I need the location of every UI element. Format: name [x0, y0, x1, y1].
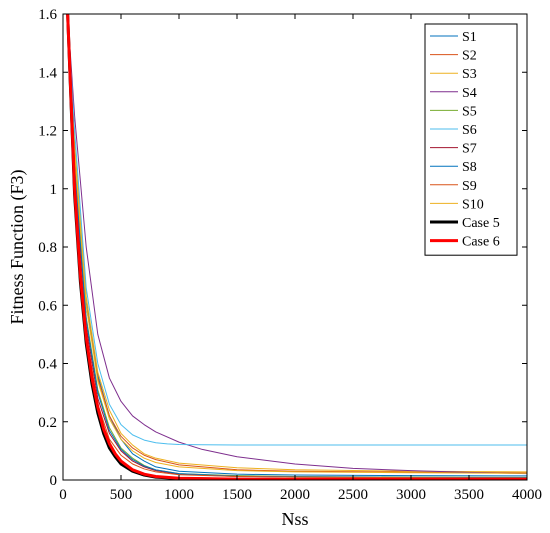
legend-label-s3: S3 [462, 67, 477, 82]
y-tick-label: 1.4 [38, 65, 57, 81]
series-line-case-6 [66, 14, 527, 480]
y-tick-label: 0 [50, 473, 58, 489]
x-axis-label: Nss [281, 509, 308, 529]
legend-label-s8: S8 [462, 160, 477, 175]
x-tick-label: 500 [110, 487, 133, 503]
legend-label-s4: S4 [462, 86, 477, 101]
legend-label-s6: S6 [462, 123, 477, 138]
x-tick-label: 2500 [338, 487, 368, 503]
x-tick-label: 3000 [396, 487, 426, 503]
legend-label-s1: S1 [462, 30, 477, 45]
x-tick-label: 1500 [222, 487, 252, 503]
x-tick-label: 4000 [512, 487, 542, 503]
legend-label-s2: S2 [462, 49, 477, 64]
y-tick-label: 1.2 [38, 124, 57, 140]
series-line-s3 [67, 14, 527, 473]
legend-label-case-6: Case 6 [462, 235, 500, 250]
legend: S1 S2 S3 S4 S5 S6 S7 S8 S9 S10 Case 5 Case 6 [424, 23, 518, 256]
legend-label-s9: S9 [462, 179, 477, 194]
y-tick-label: 0.4 [38, 357, 57, 373]
y-tick-label: 1.6 [38, 7, 57, 23]
series-line-s10 [67, 14, 527, 474]
y-tick-label: 0.8 [38, 240, 57, 256]
legend-label-s7: S7 [462, 142, 477, 157]
x-tick-label: 1000 [164, 487, 194, 503]
y-tick-label: 0.6 [38, 298, 57, 314]
series-line-s4 [67, 14, 527, 475]
y-axis-label: Fitness Function (F3) [7, 169, 28, 324]
axes-layer: 0 500 1000 1500 2000 2500 3000 3500 4000 0 0.2 0.4 0… [38, 7, 542, 503]
series-line-s6 [67, 14, 527, 446]
legend-label-s5: S5 [462, 104, 477, 119]
x-tick-label: 3500 [454, 487, 484, 503]
x-tick-label: 0 [59, 487, 67, 503]
y-tick-label: 1 [50, 182, 58, 198]
y-tick-label: 0.2 [38, 415, 57, 431]
series-layer [66, 14, 527, 480]
legend-label-case-5: Case 5 [462, 216, 500, 231]
legend-box [424, 23, 518, 256]
x-tick-label: 2000 [280, 487, 310, 503]
legend-label-s10: S10 [462, 197, 484, 212]
